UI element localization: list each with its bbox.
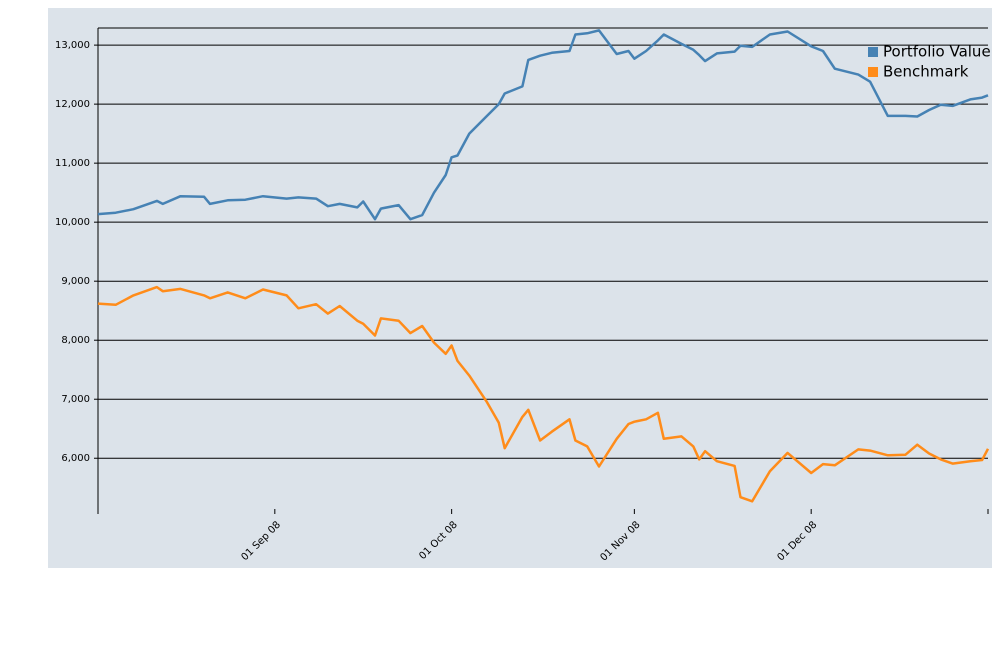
y-tick-label: 12,000 <box>55 99 90 110</box>
legend-swatch <box>868 47 878 57</box>
y-tick-label: 10,000 <box>55 217 90 228</box>
y-tick-label: 11,000 <box>55 158 90 169</box>
data-line <box>97 285 990 503</box>
y-tick-label: 8,000 <box>61 335 90 346</box>
y-tick-label: 9,000 <box>61 276 90 287</box>
y-tick-label: 7,000 <box>61 394 90 405</box>
legend-swatch <box>868 67 878 77</box>
data-line <box>97 29 989 221</box>
y-tick-label: 6,000 <box>61 453 90 464</box>
legend-label: Benchmark <box>883 63 969 81</box>
chart-background <box>48 8 992 568</box>
y-tick-label: 13,000 <box>55 40 90 51</box>
legend-label: Portfolio Value <box>883 43 991 61</box>
